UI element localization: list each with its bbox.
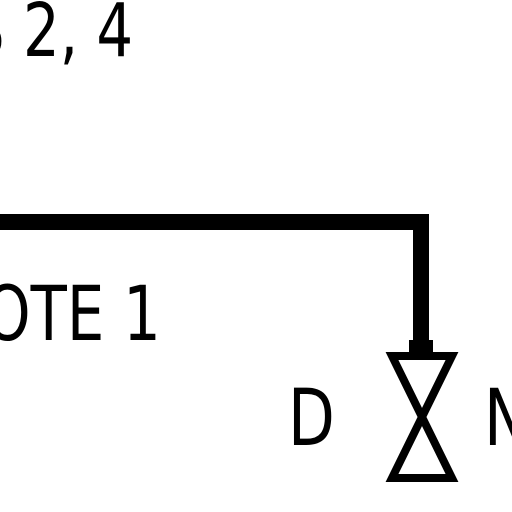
valve-symbol-icon — [385, 352, 459, 482]
connector-line — [0, 214, 429, 352]
valve-right-label: N — [484, 380, 512, 458]
notes-reference-label: S 2, 4 — [0, 0, 134, 74]
note-label: OTE 1 — [0, 269, 161, 358]
valve-left-label: D — [288, 374, 335, 464]
